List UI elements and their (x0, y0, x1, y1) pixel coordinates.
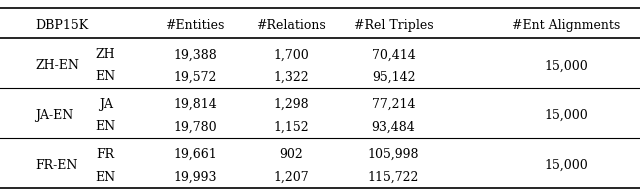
Text: DBP15K: DBP15K (35, 19, 88, 32)
Text: 1,322: 1,322 (273, 70, 309, 83)
Text: 19,388: 19,388 (173, 48, 217, 61)
Text: 19,814: 19,814 (173, 98, 217, 111)
Text: 93,484: 93,484 (372, 120, 415, 133)
Text: 15,000: 15,000 (545, 159, 588, 172)
Text: EN: EN (95, 120, 116, 133)
Text: 1,298: 1,298 (273, 98, 309, 111)
Text: #Ent Alignments: #Ent Alignments (512, 19, 621, 32)
Text: 19,993: 19,993 (173, 171, 217, 184)
Text: FR-EN: FR-EN (35, 159, 77, 172)
Text: 77,214: 77,214 (372, 98, 415, 111)
Text: 19,780: 19,780 (173, 120, 217, 133)
Text: #Relations: #Relations (257, 19, 326, 32)
Text: #Rel Triples: #Rel Triples (354, 19, 433, 32)
Text: ZH-EN: ZH-EN (35, 59, 79, 72)
Text: EN: EN (95, 70, 116, 83)
Text: 70,414: 70,414 (372, 48, 415, 61)
Text: #Entities: #Entities (166, 19, 225, 32)
Text: FR: FR (97, 148, 115, 161)
Text: 115,722: 115,722 (368, 171, 419, 184)
Text: 1,700: 1,700 (273, 48, 309, 61)
Text: ZH: ZH (96, 48, 115, 61)
Text: EN: EN (95, 171, 116, 184)
Text: 1,207: 1,207 (273, 171, 309, 184)
Text: 15,000: 15,000 (545, 109, 588, 122)
Text: JA: JA (99, 98, 113, 111)
Text: 1,152: 1,152 (273, 120, 309, 133)
Text: 105,998: 105,998 (368, 148, 419, 161)
Text: 15,000: 15,000 (545, 59, 588, 72)
Text: 95,142: 95,142 (372, 70, 415, 83)
Text: JA-EN: JA-EN (35, 109, 74, 122)
Text: 902: 902 (279, 148, 303, 161)
Text: 19,572: 19,572 (173, 70, 217, 83)
Text: 19,661: 19,661 (173, 148, 217, 161)
